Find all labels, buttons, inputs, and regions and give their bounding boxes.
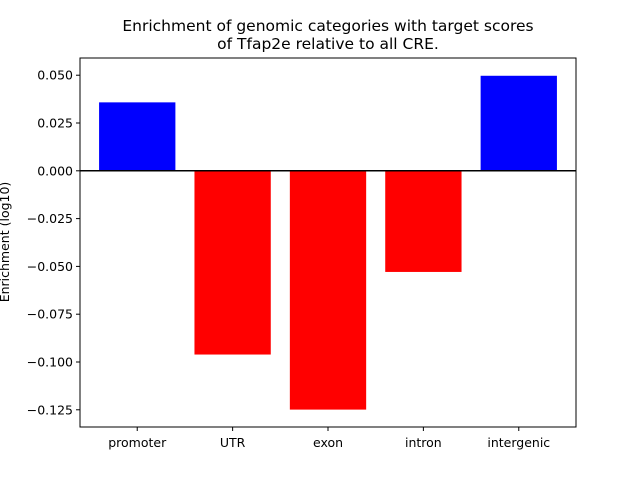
y-axis-ticks: 0.050 0.025 0.000 −0.025 −0.050 −0.075 −0.100 −… <box>27 68 80 417</box>
y-tick-label: 0.050 <box>37 68 73 83</box>
x-axis-ticks: promoter UTR exon intron intergenic <box>108 427 550 450</box>
y-tick-label: −0.050 <box>27 259 73 274</box>
bars-layer <box>99 75 557 410</box>
bar-promoter <box>99 102 176 171</box>
bar-exon <box>289 170 367 410</box>
bar-intron <box>385 170 462 272</box>
y-tick-label: −0.100 <box>27 354 73 369</box>
chart-title: Enrichment of genomic categories with ta… <box>122 17 533 53</box>
x-tick-label-promoter: promoter <box>108 435 167 450</box>
bar-UTR <box>194 170 271 355</box>
y-tick-label: −0.075 <box>27 307 73 322</box>
y-tick-label: 0.025 <box>37 116 73 131</box>
x-tick-label-intron: intron <box>405 435 442 450</box>
plot-frame <box>79 57 577 428</box>
chart-title-line-1: Enrichment of genomic categories with ta… <box>122 17 533 35</box>
chart-title-line-2: of Tfap2e relative to all CRE. <box>217 35 439 53</box>
x-tick-label-UTR: UTR <box>220 435 246 450</box>
y-tick-label: −0.025 <box>27 211 73 226</box>
bar-intergenic <box>480 75 557 171</box>
x-tick-label-exon: exon <box>313 435 343 450</box>
x-tick-label-intergenic: intergenic <box>487 435 550 450</box>
y-axis-label: Enrichment (log10) <box>0 182 12 303</box>
y-tick-label: 0.000 <box>37 163 73 178</box>
y-tick-label: −0.125 <box>27 402 73 417</box>
